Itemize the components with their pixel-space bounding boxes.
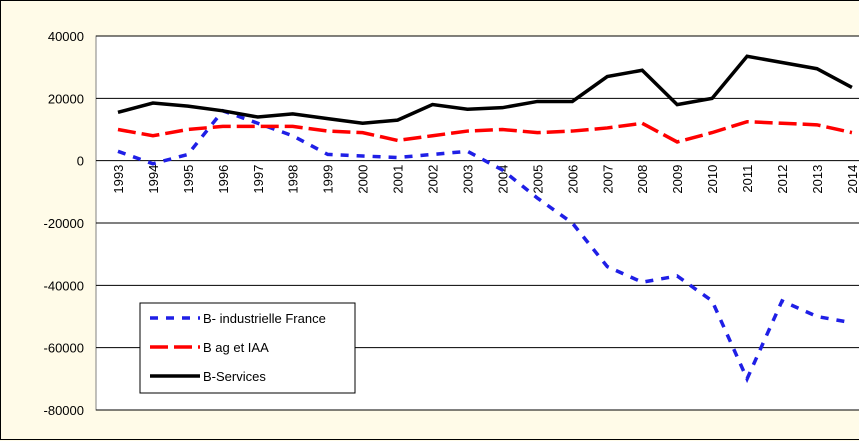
line-series — [117, 108, 853, 384]
x-tick-label: 2012 — [775, 165, 790, 194]
x-tick-label: 2013 — [810, 165, 825, 194]
y-tick-label: -60000 — [44, 341, 84, 356]
line-series — [117, 54, 853, 126]
line-series — [117, 119, 853, 144]
x-tick-label: 1995 — [181, 165, 196, 194]
x-tick-label: 1994 — [146, 165, 161, 194]
y-tick-label: 0 — [77, 154, 84, 169]
legend-label: B-Services — [203, 369, 266, 384]
x-tick-label: 2009 — [670, 165, 685, 194]
legend-label: B- industrielle France — [203, 311, 326, 326]
x-tick-label: 2002 — [426, 165, 441, 194]
y-tick-label: 20000 — [48, 91, 84, 106]
y-tick-label: 40000 — [48, 29, 84, 44]
x-tick-label: 2001 — [391, 165, 406, 194]
x-tick-label: 2007 — [600, 165, 615, 194]
x-tick-label: 1999 — [321, 165, 336, 194]
y-tick-label: -40000 — [44, 278, 84, 293]
legend-label: B ag et IAA — [203, 340, 269, 355]
x-tick-label: 2004 — [495, 165, 510, 194]
x-tick-label: 1996 — [216, 165, 231, 194]
x-tick-label: 1997 — [251, 165, 266, 194]
x-tick-label: 2008 — [635, 165, 650, 194]
x-tick-label: 2006 — [565, 165, 580, 194]
x-tick-label: 2005 — [530, 165, 545, 194]
y-tick-label: -80000 — [44, 403, 84, 418]
x-tick-label: 1993 — [111, 165, 126, 194]
x-tick-label: 2014 — [845, 165, 859, 194]
x-tick-label: 2010 — [705, 165, 720, 194]
x-tick-label: 1998 — [286, 165, 301, 194]
x-tick-label: 2011 — [740, 165, 755, 193]
y-tick-label: -20000 — [44, 216, 84, 231]
x-tick-label: 2003 — [460, 165, 475, 194]
x-tick-label: 2000 — [356, 165, 371, 194]
